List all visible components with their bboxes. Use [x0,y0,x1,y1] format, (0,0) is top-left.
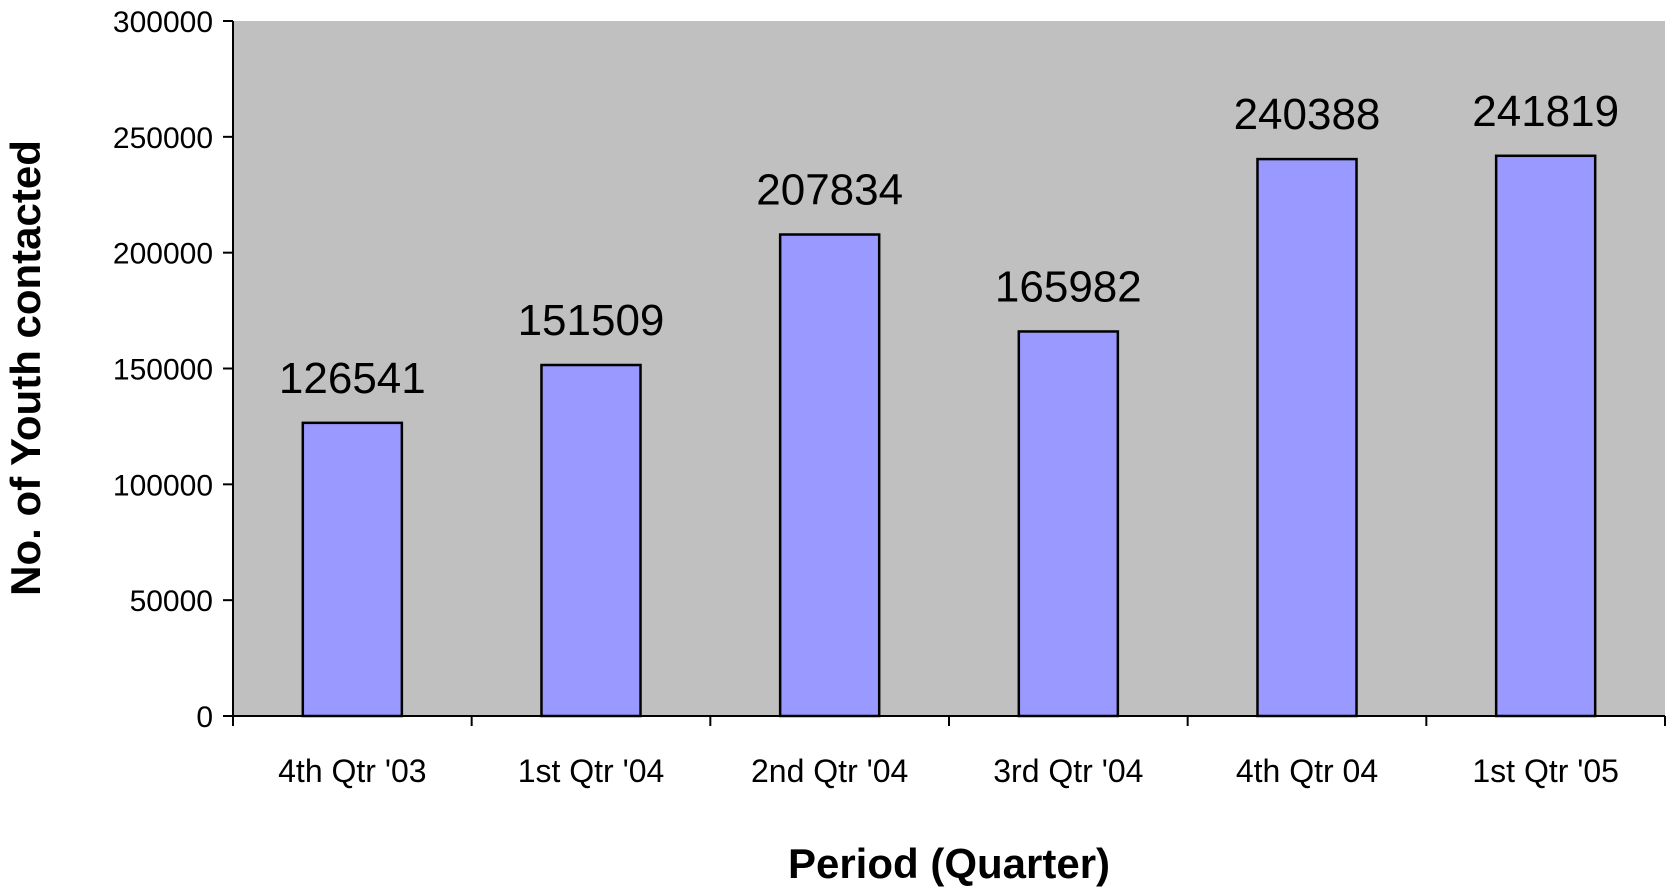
y-tick-label: 0 [196,701,213,734]
bar-value-label: 126541 [279,354,426,403]
bar [1256,157,1358,718]
bar-value-label: 241819 [1472,87,1619,136]
y-ticks-group: 0 50000 100000 150000 200000 250000 300000 [113,6,233,734]
y-axis-title: No. of Youth contacted [2,140,49,596]
x-tick-label: 4th Qtr '03 [278,753,426,789]
x-tick-label: 3rd Qtr '04 [993,753,1143,789]
x-axis-title: Period (Quarter) [788,840,1110,887]
bar [1017,330,1120,718]
x-tick-label: 2nd Qtr '04 [751,753,908,789]
y-tick-label: 50000 [130,585,213,618]
y-tick-label: 150000 [113,354,213,387]
x-tick-label: 1st Qtr '04 [518,753,665,789]
plot-area [233,21,1665,716]
bar-value-label: 165982 [995,262,1142,311]
bar [301,421,404,718]
x-tick-label: 4th Qtr 04 [1236,753,1378,789]
bar [778,233,881,718]
y-tick-label: 200000 [113,238,213,271]
data-labels-group: 126541 151509 207834 165982 240388 241819 [279,87,1619,403]
bar-value-label: 151509 [518,296,665,345]
bar-value-label: 207834 [756,166,903,215]
x-tick-label: 1st Qtr '05 [1472,753,1619,789]
y-tick-label: 250000 [113,122,213,155]
y-tick-label: 300000 [113,6,213,39]
y-tick-label: 100000 [113,469,213,502]
bar [540,363,642,718]
bar [1494,154,1597,718]
bars-group [301,154,1597,718]
x-ticks-group: 4th Qtr '03 1st Qtr '04 2nd Qtr '04 3rd Qtr… [232,716,1666,789]
bar-value-label: 240388 [1234,90,1381,139]
